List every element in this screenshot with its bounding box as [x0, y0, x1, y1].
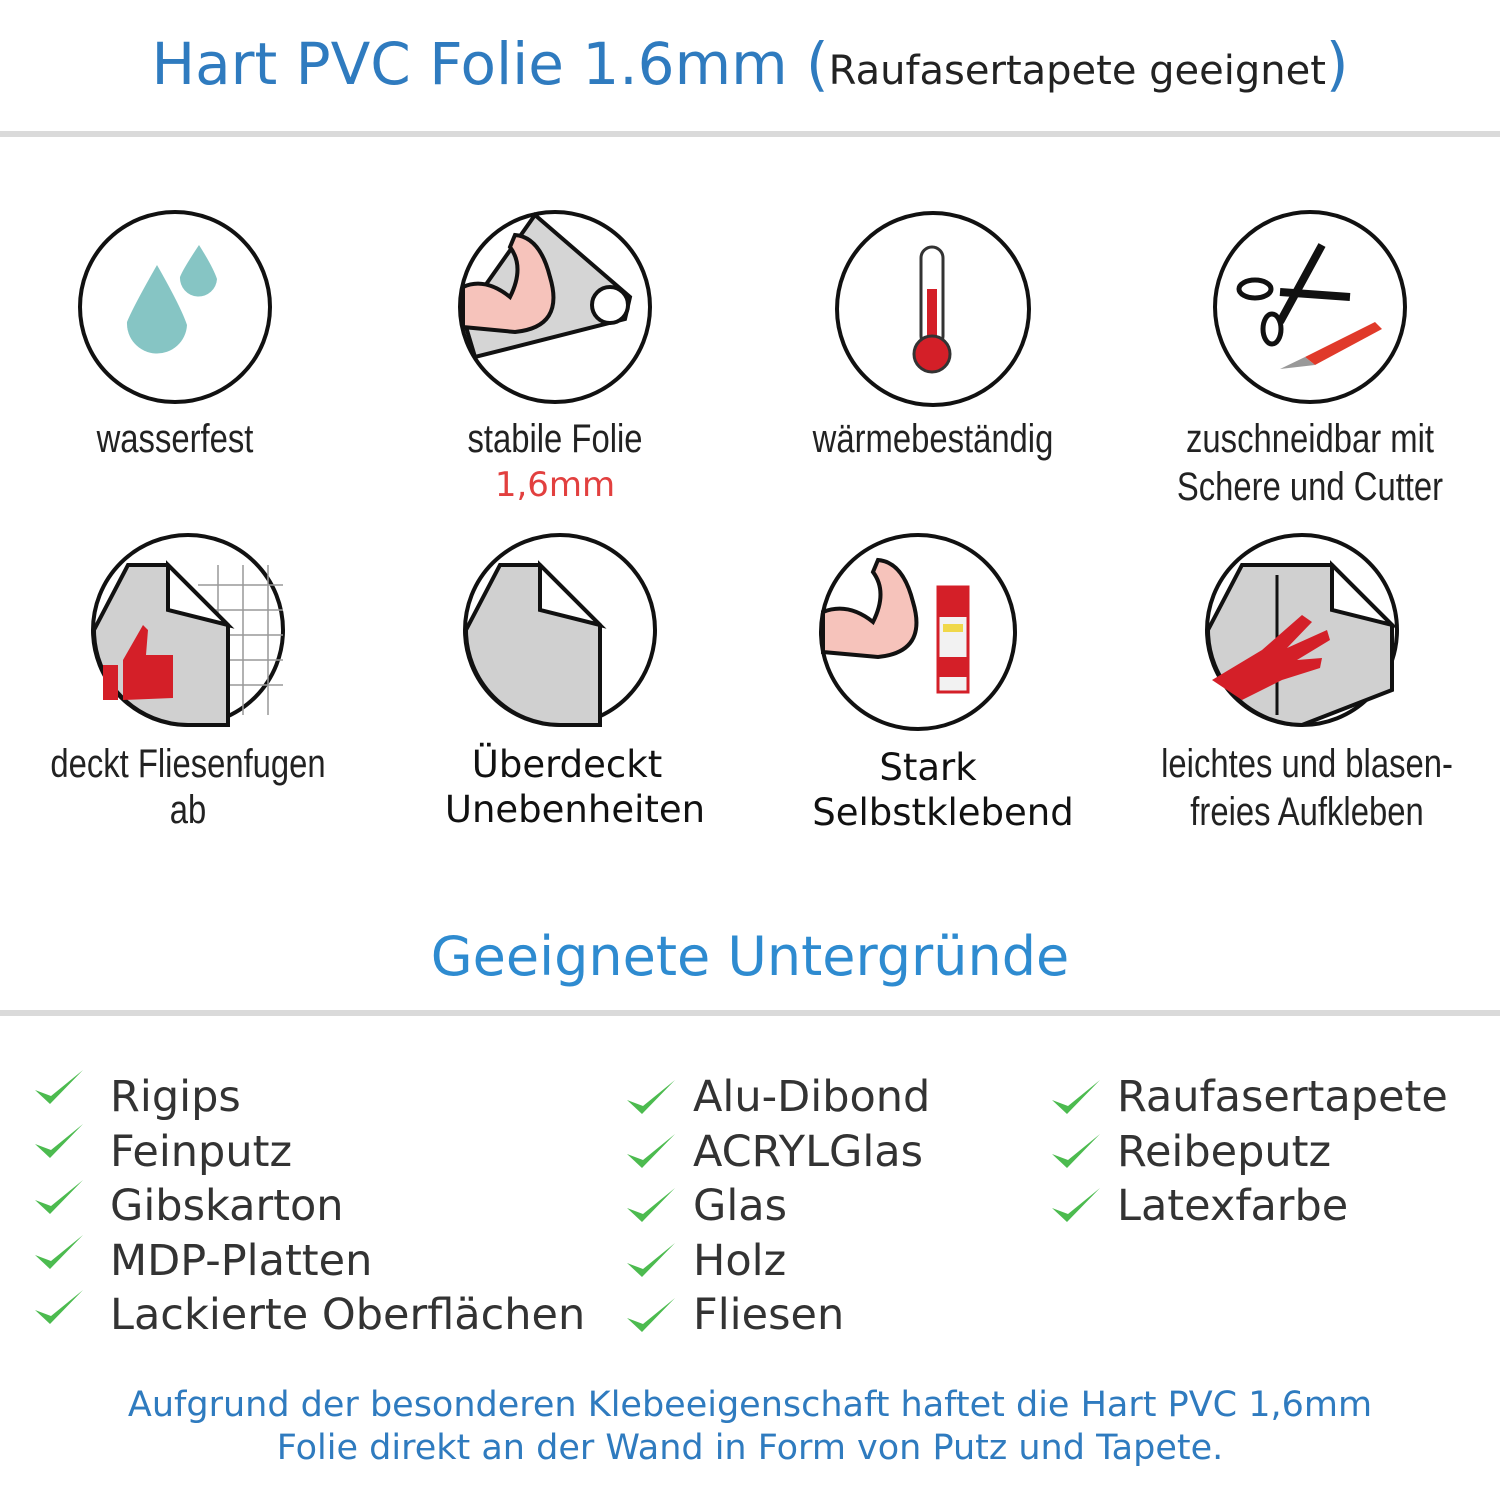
thumbs-up-tiles-icon	[91, 533, 285, 727]
surface-item: MDP-Platten	[110, 1235, 373, 1286]
surface-item: Feinputz	[110, 1126, 293, 1177]
surface-item: Latexfarbe	[1117, 1181, 1349, 1231]
feature-label: freies Aufkleben	[1190, 790, 1424, 834]
paren: (	[806, 30, 829, 98]
surface-item: Gibskarton	[110, 1181, 344, 1231]
strong-arm-glue-icon	[819, 533, 1017, 731]
footer-note: Aufgrund der besonderen Klebeeigenschaft…	[0, 1384, 1500, 1470]
section-title: Geeignete Untergründe	[430, 925, 1070, 988]
check-icon	[627, 1080, 675, 1114]
check-icon	[35, 1070, 83, 1104]
strong-arm-foil-icon	[458, 210, 652, 404]
check-icon	[1052, 1188, 1100, 1222]
surface-item: Alu-Dibond	[693, 1072, 931, 1122]
title-main: Hart PVC Folie 1.6mm	[151, 30, 788, 98]
check-icon	[35, 1290, 83, 1324]
feature-label: Unebenheiten	[444, 788, 706, 831]
feature-label: Schere und Cutter	[1176, 465, 1444, 509]
check-icon	[627, 1298, 675, 1332]
check-icon	[1052, 1080, 1100, 1114]
surface-item: Raufasertapete	[1117, 1072, 1448, 1122]
check-icon	[35, 1124, 83, 1158]
check-icon	[627, 1134, 675, 1168]
feature-label: zuschneidbar mit	[1186, 417, 1434, 461]
surface-item: Holz	[693, 1235, 787, 1286]
divider	[0, 131, 1500, 137]
feature-label: Stark	[879, 746, 977, 789]
surface-item: Lackierte Oberflächen	[110, 1290, 586, 1340]
water-drops-icon	[78, 210, 272, 404]
feature-label: leichtes und blasen-	[1161, 742, 1453, 786]
feature-label: stabile Folie	[467, 417, 643, 461]
feature-label: wärmebeständig	[812, 417, 1054, 461]
check-icon	[1052, 1134, 1100, 1168]
surface-item: ACRYLGlas	[693, 1126, 924, 1177]
feature-label: Überdeckt	[471, 743, 663, 786]
feature-label: wasserfest	[96, 417, 254, 461]
footer-line: Aufgrund der besonderen Klebeeigenschaft…	[127, 1385, 1373, 1425]
scissors-cutter-icon	[1213, 210, 1407, 404]
paren: )	[1325, 30, 1349, 98]
surface-item: Glas	[693, 1181, 788, 1231]
surface-item: Fliesen	[693, 1290, 845, 1340]
page-title: Hart PVC Folie 1.6mm (Raufasertapete gee…	[0, 30, 1500, 98]
divider	[0, 1010, 1500, 1016]
check-icon	[627, 1188, 675, 1222]
feature-sublabel: 1,6mm	[494, 465, 616, 505]
footer-line: Folie direkt an der Wand in Form von Put…	[276, 1428, 1224, 1468]
check-icon	[35, 1180, 83, 1214]
feature-label: Selbstklebend	[812, 791, 1074, 834]
feature-label: deckt Fliesenfugen ab	[50, 742, 326, 832]
hand-smoothing-icon	[1205, 533, 1399, 728]
check-icon	[627, 1243, 675, 1277]
check-icon	[35, 1235, 83, 1269]
foil-corner-icon	[463, 533, 657, 727]
thermometer-icon	[835, 211, 1031, 407]
surface-item: Rigips	[110, 1072, 241, 1122]
surface-item: Reibeputz	[1117, 1126, 1332, 1177]
title-subtitle: Raufasertapete geeignet	[828, 48, 1326, 94]
